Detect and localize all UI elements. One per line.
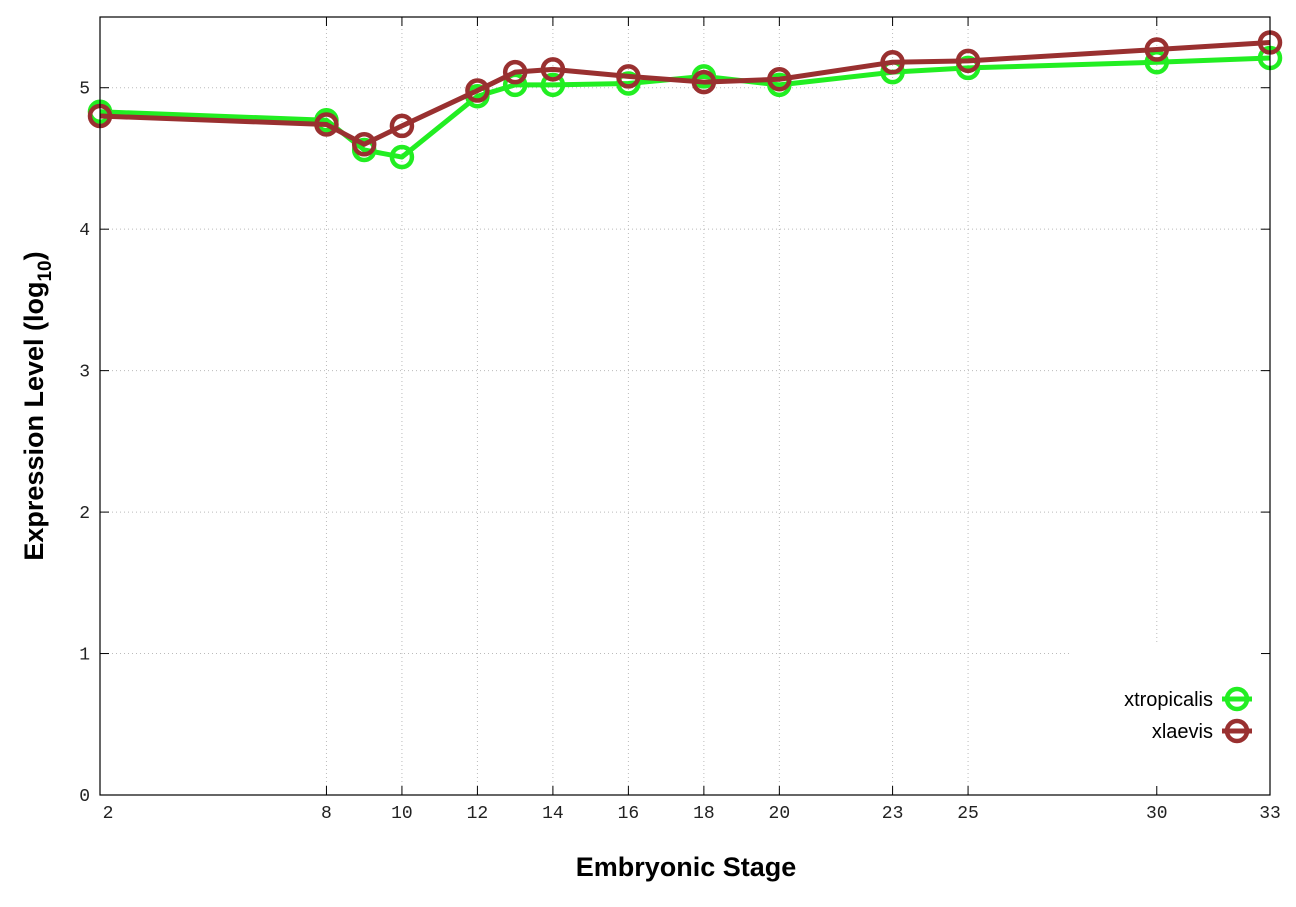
y-tick-label: 0 [79, 787, 90, 807]
y-tick-label: 1 [79, 646, 90, 666]
x-tick-label: 12 [467, 804, 489, 824]
legend-background [1072, 642, 1268, 792]
x-tick-label: 8 [321, 804, 332, 824]
legend-label: xtropicalis [1124, 689, 1213, 711]
data-point [767, 66, 792, 92]
data-point [502, 59, 528, 85]
y-axis-title-text: Expression Level (log [19, 282, 49, 561]
data-point [1144, 37, 1170, 62]
x-tick-label: 10 [391, 804, 413, 824]
y-axis-title-suffix: ) [19, 251, 49, 260]
data-point [955, 48, 981, 74]
plot-marks [87, 30, 1283, 170]
data-point [540, 57, 566, 82]
y-tick-label: 4 [79, 221, 90, 241]
legend-swatch-marker [1224, 686, 1250, 712]
plot-frame [99, 16, 1271, 796]
data-point [314, 112, 339, 137]
data-point [389, 144, 415, 170]
x-tick-label: 18 [693, 804, 715, 824]
y-axis-title-subscript: 10 [35, 260, 56, 281]
x-tick-label: 33 [1259, 804, 1281, 824]
x-tick-label: 14 [542, 804, 564, 824]
x-tick-label: 20 [769, 804, 791, 824]
y-tick-label: 3 [79, 363, 90, 383]
data-point [465, 78, 490, 103]
x-axis-title: Embryonic Stage [576, 852, 797, 882]
y-tick-label: 2 [79, 504, 90, 524]
data-point [389, 113, 415, 139]
data-point [1144, 50, 1170, 75]
data-point [616, 64, 641, 89]
y-axis-title: Expression Level (log10) [19, 251, 56, 560]
x-tick-label: 16 [618, 804, 640, 824]
x-tick-label: 30 [1146, 804, 1168, 824]
data-point [540, 72, 566, 98]
legend-label: xlaevis [1152, 721, 1213, 743]
x-tick-label: 25 [957, 804, 979, 824]
x-tick-label: 2 [103, 804, 114, 824]
data-point [351, 132, 377, 157]
y-tick-label: 5 [79, 80, 90, 100]
x-tick-label: 23 [882, 804, 904, 824]
data-point [691, 69, 717, 95]
series-line [99, 39, 1271, 147]
legend-swatch-marker [1224, 718, 1250, 744]
data-point [880, 50, 905, 75]
